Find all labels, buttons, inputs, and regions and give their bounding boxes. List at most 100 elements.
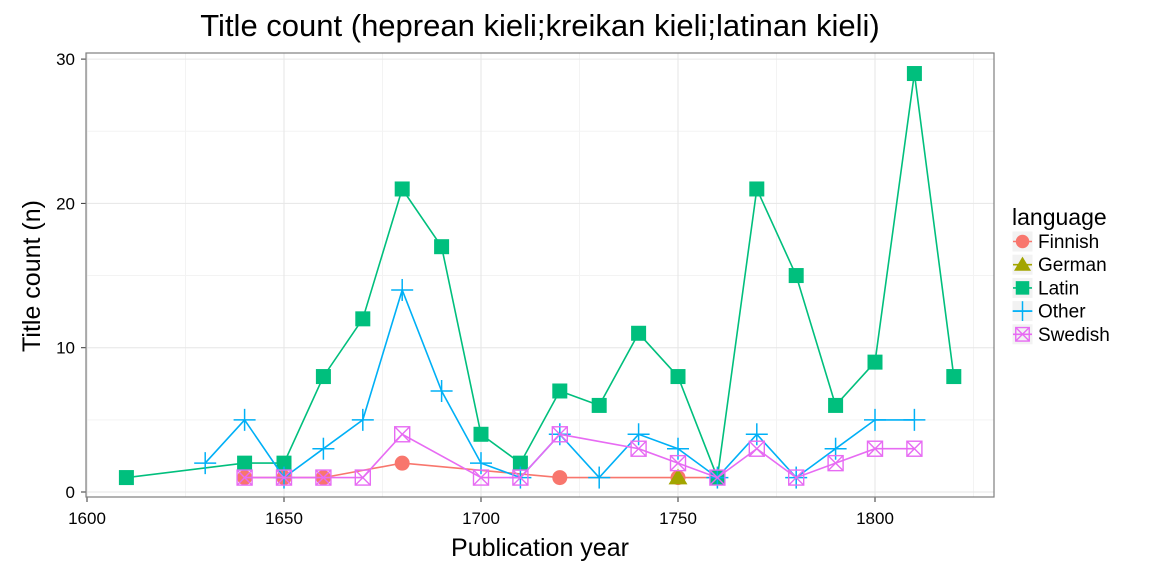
x-tick-label: 1650 bbox=[265, 509, 303, 528]
boxx-frame bbox=[236, 469, 253, 486]
data-point-latin bbox=[552, 383, 568, 399]
data-point-other bbox=[391, 278, 414, 301]
data-point-latin bbox=[118, 470, 134, 486]
boxx-frame bbox=[827, 454, 844, 472]
data-point-latin bbox=[355, 311, 371, 327]
boxx-diag2 bbox=[709, 469, 726, 486]
legend-marker-finnish bbox=[1015, 234, 1030, 249]
boxx-frame bbox=[472, 469, 490, 486]
data-point-latin bbox=[670, 369, 686, 385]
data-point-latin bbox=[237, 455, 253, 471]
legend-marker-german bbox=[1013, 256, 1032, 271]
boxx-diag2 bbox=[748, 440, 765, 457]
y-tick-label: 10 bbox=[56, 339, 75, 358]
legend-title: language bbox=[1012, 204, 1107, 230]
boxx-frame bbox=[394, 426, 411, 443]
boxx-diag2 bbox=[354, 469, 371, 486]
data-point-swedish bbox=[551, 426, 568, 443]
data-point-swedish bbox=[394, 426, 411, 443]
data-point-german bbox=[668, 468, 688, 485]
legend-label-swedish: Swedish bbox=[1038, 325, 1110, 346]
data-point-other bbox=[233, 408, 256, 431]
boxx-diag2 bbox=[394, 426, 411, 443]
legend-label-latin: Latin bbox=[1038, 278, 1079, 299]
boxx-diag2 bbox=[315, 469, 332, 486]
boxx-frame bbox=[630, 440, 647, 457]
data-point-latin bbox=[315, 369, 331, 385]
legend-label-other: Other bbox=[1038, 302, 1086, 323]
data-point-latin bbox=[276, 455, 292, 471]
boxx-frame bbox=[906, 440, 923, 457]
data-point-finnish bbox=[552, 470, 568, 486]
legend-label-german: German bbox=[1038, 255, 1107, 276]
data-point-latin bbox=[394, 181, 410, 197]
data-point-finnish bbox=[394, 455, 410, 471]
data-point-other bbox=[351, 408, 374, 431]
series-latin bbox=[118, 66, 962, 486]
boxx-frame bbox=[709, 469, 726, 486]
data-point-latin bbox=[631, 325, 647, 341]
data-point-swedish bbox=[788, 469, 805, 486]
x-tick-label: 1700 bbox=[462, 509, 500, 528]
legend-marker-latin bbox=[1015, 281, 1030, 295]
data-point-other bbox=[588, 466, 611, 489]
data-point-other bbox=[430, 379, 453, 402]
boxx-diag2 bbox=[630, 440, 647, 457]
x-tick-label: 1750 bbox=[659, 509, 697, 528]
boxx-frame bbox=[315, 469, 332, 486]
data-point-swedish bbox=[472, 469, 490, 486]
data-point-latin bbox=[946, 369, 962, 385]
data-point-latin bbox=[867, 354, 883, 370]
boxx-diag2 bbox=[551, 426, 568, 443]
y-tick-label: 20 bbox=[56, 194, 75, 213]
series-line-latin bbox=[126, 73, 955, 481]
data-point-swedish bbox=[630, 440, 647, 457]
data-point-latin bbox=[749, 181, 765, 197]
x-tick-label: 1600 bbox=[68, 509, 106, 528]
data-point-swedish bbox=[827, 454, 844, 472]
y-axis-title: Title count (n) bbox=[18, 200, 46, 352]
legend-label-finnish: Finnish bbox=[1038, 232, 1099, 253]
y-tick-label: 30 bbox=[56, 50, 75, 69]
boxx-frame bbox=[275, 469, 293, 486]
boxx-diag2 bbox=[473, 469, 489, 486]
legend-marker-swedish bbox=[1015, 326, 1030, 342]
data-point-swedish bbox=[354, 469, 371, 486]
boxx-diag2 bbox=[906, 440, 923, 457]
series-line-swedish bbox=[244, 433, 915, 479]
plot-background bbox=[86, 53, 994, 497]
data-point-swedish bbox=[906, 440, 923, 457]
x-axis-title: Publication year bbox=[451, 534, 629, 562]
data-point-latin bbox=[434, 239, 450, 255]
boxx-diag2 bbox=[1015, 327, 1030, 342]
series-swedish bbox=[236, 426, 923, 486]
boxx-diag2 bbox=[670, 455, 686, 472]
boxx-frame bbox=[1015, 326, 1030, 342]
boxx-frame bbox=[748, 440, 765, 457]
data-point-other bbox=[194, 452, 217, 475]
boxx-frame bbox=[669, 454, 687, 472]
legend-item-other: Other bbox=[1011, 300, 1086, 323]
series-german bbox=[668, 468, 688, 485]
legend-item-finnish: Finnish bbox=[1011, 230, 1099, 253]
plot-border bbox=[85, 52, 995, 498]
data-point-other bbox=[312, 437, 335, 460]
plot-area: 1600 1650 1700 1750 1800 0 10 20 30 bbox=[56, 50, 995, 528]
boxx-diag2 bbox=[867, 440, 883, 457]
legend-item-swedish: Swedish bbox=[1011, 323, 1110, 346]
data-point-swedish bbox=[709, 469, 726, 486]
boxx-frame bbox=[551, 426, 568, 443]
boxx-frame bbox=[354, 469, 371, 486]
data-point-swedish bbox=[275, 469, 293, 486]
boxx-diag2 bbox=[827, 455, 844, 472]
data-point-swedish bbox=[512, 469, 529, 486]
data-point-latin bbox=[512, 455, 528, 471]
data-point-other bbox=[903, 408, 926, 431]
data-point-swedish bbox=[866, 440, 884, 457]
boxx-frame bbox=[866, 440, 884, 457]
legend-marker-other bbox=[1012, 301, 1033, 321]
data-point-latin bbox=[828, 397, 844, 413]
boxx-frame bbox=[788, 469, 805, 486]
